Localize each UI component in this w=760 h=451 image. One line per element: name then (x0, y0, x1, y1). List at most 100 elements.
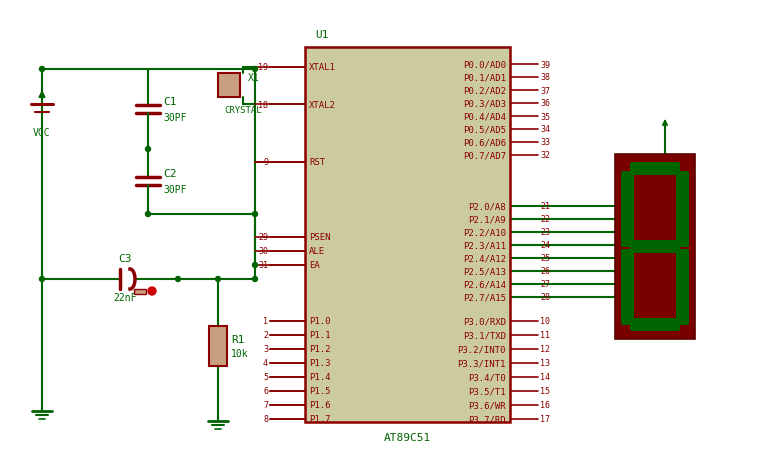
Text: 15: 15 (540, 387, 550, 396)
Text: 27: 27 (540, 280, 550, 289)
Text: 13: 13 (540, 359, 550, 368)
Text: 32: 32 (540, 151, 550, 160)
Text: P1.5: P1.5 (309, 387, 331, 396)
Text: ALE: ALE (309, 247, 325, 256)
Text: 10k: 10k (231, 348, 249, 358)
Text: P3.6/WR: P3.6/WR (468, 400, 506, 410)
Text: P1.3: P1.3 (309, 359, 331, 368)
Text: P1.1: P1.1 (309, 331, 331, 340)
Text: 34: 34 (540, 125, 550, 134)
Circle shape (216, 277, 220, 282)
Text: 28: 28 (540, 293, 550, 302)
Bar (615, 155, 695, 339)
Text: 23: 23 (540, 228, 550, 237)
Circle shape (252, 67, 258, 72)
Text: C1: C1 (163, 97, 176, 107)
Text: 14: 14 (540, 373, 550, 382)
FancyBboxPatch shape (630, 318, 680, 331)
Text: P0.7/AD7: P0.7/AD7 (463, 151, 506, 160)
Text: P3.0/RXD: P3.0/RXD (463, 317, 506, 326)
Text: 30PF: 30PF (163, 184, 186, 194)
Text: 36: 36 (540, 99, 550, 108)
Text: P3.4/T0: P3.4/T0 (468, 373, 506, 382)
Text: 9: 9 (263, 158, 268, 167)
Text: 22: 22 (540, 215, 550, 224)
Text: XTAL1: XTAL1 (309, 63, 336, 72)
Circle shape (148, 287, 156, 295)
Bar (134, 290, 146, 295)
Text: P3.2/INT0: P3.2/INT0 (458, 345, 506, 354)
Text: P3.1/TXD: P3.1/TXD (463, 331, 506, 340)
FancyBboxPatch shape (621, 172, 634, 248)
Circle shape (145, 212, 150, 217)
Text: P2.0/A8: P2.0/A8 (468, 202, 506, 211)
Text: CRYSTAL: CRYSTAL (224, 106, 261, 115)
Text: 37: 37 (540, 86, 550, 95)
Text: 31: 31 (258, 261, 268, 270)
Text: 5: 5 (263, 373, 268, 382)
Text: 26: 26 (540, 267, 550, 276)
Text: 6: 6 (263, 387, 268, 396)
Text: 3: 3 (263, 345, 268, 354)
Circle shape (40, 67, 45, 72)
Text: 25: 25 (540, 254, 550, 263)
Text: 8: 8 (263, 414, 268, 423)
Text: P2.5/A13: P2.5/A13 (463, 267, 506, 276)
Text: 12: 12 (540, 345, 550, 354)
Text: P1.4: P1.4 (309, 373, 331, 382)
Bar (209, 326, 227, 366)
Text: C2: C2 (163, 169, 176, 179)
Text: AT89C51: AT89C51 (384, 432, 431, 442)
Text: XTAL2: XTAL2 (309, 100, 336, 109)
Text: P1.6: P1.6 (309, 400, 331, 410)
Text: C3: C3 (119, 253, 131, 263)
FancyBboxPatch shape (676, 172, 689, 248)
Text: P2.4/A12: P2.4/A12 (463, 254, 506, 263)
Text: 39: 39 (540, 60, 550, 69)
FancyBboxPatch shape (218, 74, 240, 98)
Text: P0.0/AD0: P0.0/AD0 (463, 60, 506, 69)
Text: P0.3/AD3: P0.3/AD3 (463, 99, 506, 108)
Text: 35: 35 (540, 112, 550, 121)
Text: P0.5/AD5: P0.5/AD5 (463, 125, 506, 134)
Text: P1.0: P1.0 (309, 317, 331, 326)
FancyBboxPatch shape (676, 249, 689, 325)
Text: 1: 1 (263, 317, 268, 326)
Circle shape (252, 277, 258, 282)
Text: 11: 11 (540, 331, 550, 340)
Text: RST: RST (309, 158, 325, 167)
Text: EA: EA (309, 261, 320, 270)
Text: 24: 24 (540, 241, 550, 250)
Text: P0.1/AD1: P0.1/AD1 (463, 74, 506, 83)
Text: 7: 7 (263, 400, 268, 410)
Text: 29: 29 (258, 233, 268, 242)
Text: 30PF: 30PF (163, 113, 186, 123)
Text: 19: 19 (258, 63, 268, 72)
FancyBboxPatch shape (630, 163, 680, 175)
Text: P0.6/AD6: P0.6/AD6 (463, 138, 506, 147)
Text: P2.7/A15: P2.7/A15 (463, 293, 506, 302)
Circle shape (252, 212, 258, 217)
Text: P2.3/A11: P2.3/A11 (463, 241, 506, 250)
Text: 17: 17 (540, 414, 550, 423)
Text: P2.1/A9: P2.1/A9 (468, 215, 506, 224)
Text: U1: U1 (315, 30, 328, 40)
Text: R1: R1 (231, 334, 245, 344)
Text: PSEN: PSEN (309, 233, 331, 242)
Text: 4: 4 (263, 359, 268, 368)
Text: P0.4/AD4: P0.4/AD4 (463, 112, 506, 121)
Circle shape (40, 277, 45, 282)
FancyBboxPatch shape (630, 240, 680, 253)
Text: P3.7/RD: P3.7/RD (468, 414, 506, 423)
Text: 10: 10 (540, 317, 550, 326)
Text: P3.3/INT1: P3.3/INT1 (458, 359, 506, 368)
Bar (305, 48, 510, 422)
Text: P1.2: P1.2 (309, 345, 331, 354)
Text: VCC: VCC (33, 128, 51, 138)
Text: 21: 21 (540, 202, 550, 211)
Circle shape (252, 263, 258, 268)
Text: 16: 16 (540, 400, 550, 410)
Text: 2: 2 (263, 331, 268, 340)
Text: P1.7: P1.7 (309, 414, 331, 423)
Text: P2.2/A10: P2.2/A10 (463, 228, 506, 237)
